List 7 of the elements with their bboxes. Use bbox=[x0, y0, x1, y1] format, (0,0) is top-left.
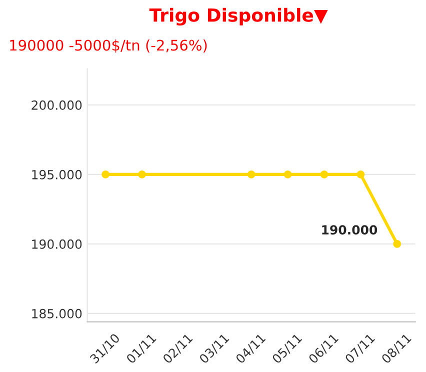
y-tick-label: 200.000 bbox=[32, 100, 82, 110]
data-label: 190.000 bbox=[322, 225, 378, 235]
y-tick-label: 190.000 bbox=[32, 239, 82, 249]
chart-title: Trigo Disponible▼ bbox=[149, 8, 328, 26]
chart-subtitle: 190000 -5000$/tn (-2,56%) bbox=[10, 39, 207, 53]
y-tick-label: 195.000 bbox=[32, 170, 82, 180]
y-tick-label: 185.000 bbox=[32, 308, 82, 318]
